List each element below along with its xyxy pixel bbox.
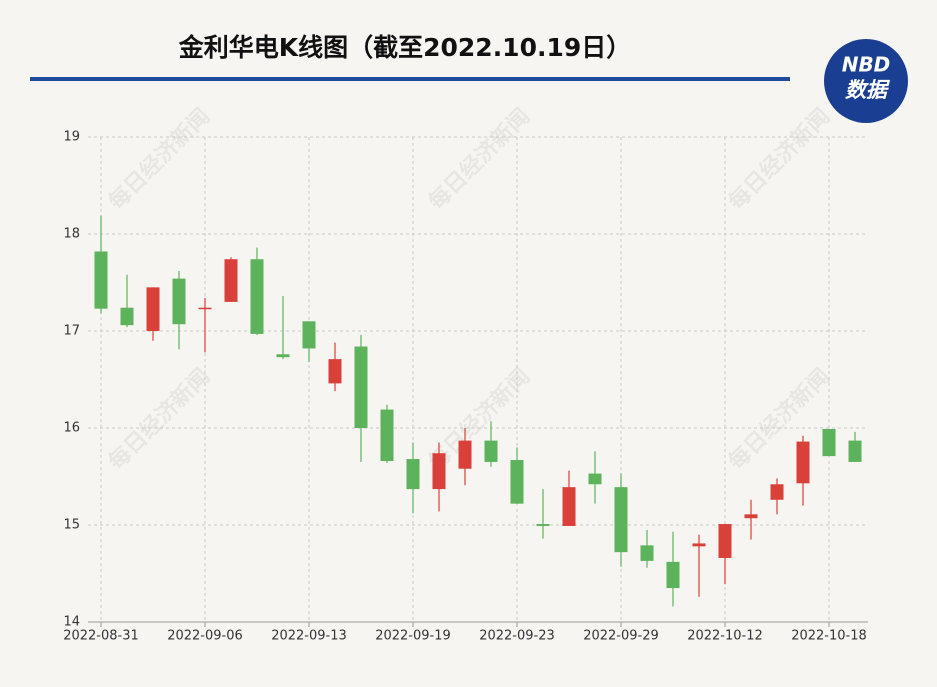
candle-body — [406, 459, 420, 490]
watermark: 每日经济新闻 — [103, 103, 215, 215]
candle-body — [822, 428, 836, 457]
candle-body — [744, 514, 758, 519]
candle-body — [588, 473, 602, 485]
x-tick-label: 2022-09-23 — [479, 629, 555, 644]
candle-body — [458, 440, 472, 469]
logo — [824, 39, 908, 123]
candle-body — [562, 487, 576, 526]
candle-body — [172, 278, 186, 325]
watermark: 每日经济新闻 — [723, 103, 835, 215]
candle-body — [692, 543, 706, 547]
x-tick-label: 2022-09-06 — [167, 629, 243, 644]
y-tick-label: 18 — [63, 227, 80, 242]
logo-text: 数据 — [845, 78, 891, 102]
candle-body — [198, 307, 212, 310]
candle-body — [354, 346, 368, 428]
x-tick-label: 2022-08-31 — [63, 629, 139, 644]
candle-body — [94, 251, 108, 309]
candle-body — [276, 354, 290, 358]
candle-body — [770, 484, 784, 500]
logo-text: NBD — [842, 53, 891, 77]
candle-body — [614, 487, 628, 553]
y-tick-label: 16 — [63, 421, 80, 436]
title-rule — [30, 77, 790, 81]
candle-body — [718, 524, 732, 558]
candle-body — [796, 441, 810, 484]
y-tick-label: 17 — [63, 324, 80, 339]
candle-body — [302, 321, 316, 349]
x-tick-label: 2022-09-19 — [375, 629, 451, 644]
candle-body — [848, 440, 862, 462]
x-tick-label: 2022-09-29 — [583, 629, 659, 644]
watermark: 每日经济新闻 — [423, 103, 535, 215]
chart-title: 金利华电K线图（截至2022.10.19日） — [178, 33, 632, 62]
y-tick-label: 19 — [63, 130, 80, 145]
candle-body — [510, 460, 524, 504]
candle-body — [250, 259, 264, 334]
y-tick-label: 14 — [63, 615, 80, 630]
candle-body — [120, 307, 134, 326]
candle-body — [432, 453, 446, 490]
x-tick-label: 2022-09-13 — [271, 629, 347, 644]
watermark: 每日经济新闻 — [103, 363, 215, 475]
watermark: 每日经济新闻 — [723, 363, 835, 475]
candle-body — [536, 524, 550, 526]
candle-body — [380, 409, 394, 461]
y-tick-label: 15 — [63, 518, 80, 533]
candle-body — [224, 259, 238, 302]
x-tick-label: 2022-10-12 — [687, 629, 763, 644]
candle-body — [146, 287, 160, 331]
x-tick-label: 2022-10-18 — [791, 629, 867, 644]
candle-body — [640, 545, 654, 561]
candle-body — [484, 440, 498, 462]
candle-body — [666, 561, 680, 589]
candle-body — [328, 359, 342, 384]
